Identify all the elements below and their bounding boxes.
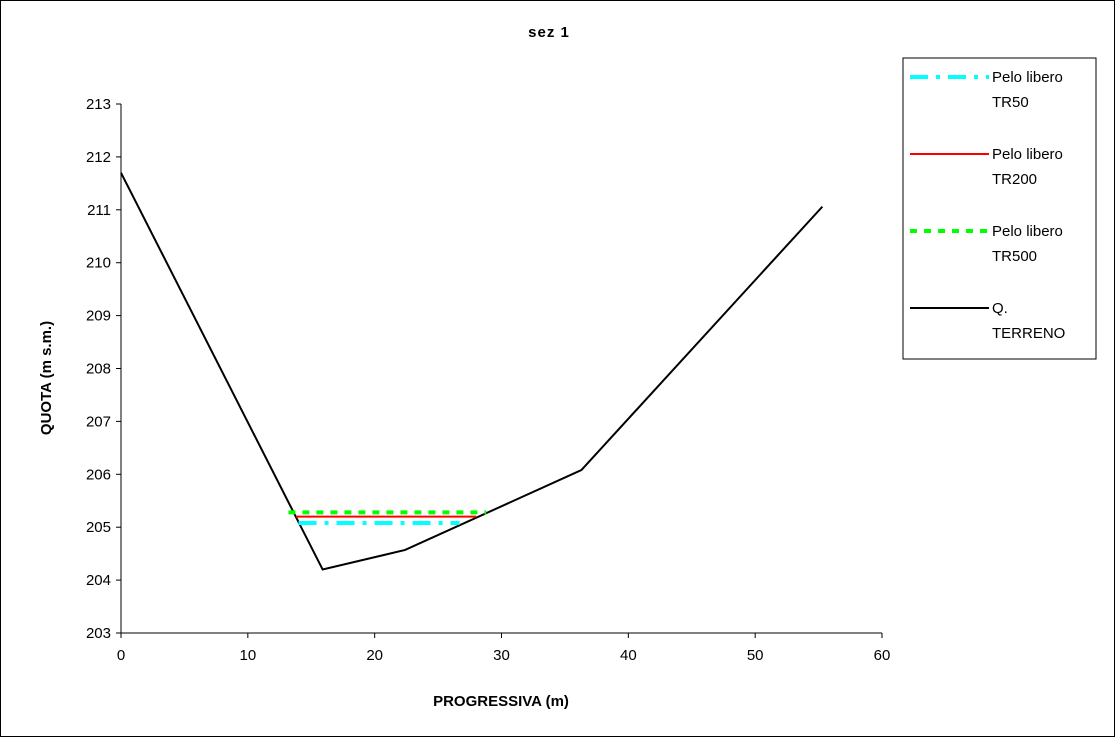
series-line-q-terreno (120, 172, 824, 571)
y-tick-label: 209 (86, 308, 111, 325)
x-tick-label: 20 (366, 647, 383, 664)
legend-label: Pelo libero (992, 223, 1063, 240)
axis-ticks: 203 204 205 206 207 208 209 210 211 212 213 0 10 20 30… (86, 96, 890, 664)
y-tick-label: 213 (86, 96, 111, 113)
legend-label: TR500 (992, 248, 1037, 265)
legend-label: TR200 (992, 171, 1037, 188)
legend-items: Pelo libero TR50 Pelo libero TR200 Pelo libe… (910, 69, 1065, 342)
x-axis-title: PROGRESSIVA (m) (433, 693, 569, 710)
y-tick-label: 203 (86, 625, 111, 642)
x-tick-label: 30 (493, 647, 510, 664)
y-tick-label: 212 (86, 149, 111, 166)
y-tick-label: 208 (86, 361, 111, 378)
y-tick-label: 206 (86, 466, 111, 483)
y-tick-label: 205 (86, 519, 111, 536)
series-layer (120, 172, 824, 571)
chart-title: sez 1 (528, 24, 570, 41)
x-tick-label: 0 (117, 647, 125, 664)
x-tick-label: 50 (747, 647, 764, 664)
legend: Pelo libero TR50 Pelo libero TR200 Pelo libe… (902, 57, 1097, 360)
y-tick-label: 204 (86, 572, 111, 589)
legend-label: TR50 (992, 94, 1029, 111)
legend-label: Pelo libero (992, 146, 1063, 163)
x-tick-label: 10 (239, 647, 256, 664)
legend-label: TERRENO (992, 325, 1065, 342)
legend-label: Q. (992, 300, 1008, 317)
y-axis-title: QUOTA (m s.m.) (38, 321, 55, 435)
plot-area: 203 204 205 206 207 208 209 210 211 212 213 0 10 20 30… (86, 96, 890, 664)
y-tick-label: 210 (86, 255, 111, 272)
y-tick-label: 211 (87, 202, 111, 219)
legend-label: Pelo libero (992, 69, 1063, 86)
x-tick-label: 60 (874, 647, 891, 664)
x-tick-label: 40 (620, 647, 637, 664)
y-tick-label: 207 (86, 413, 111, 430)
